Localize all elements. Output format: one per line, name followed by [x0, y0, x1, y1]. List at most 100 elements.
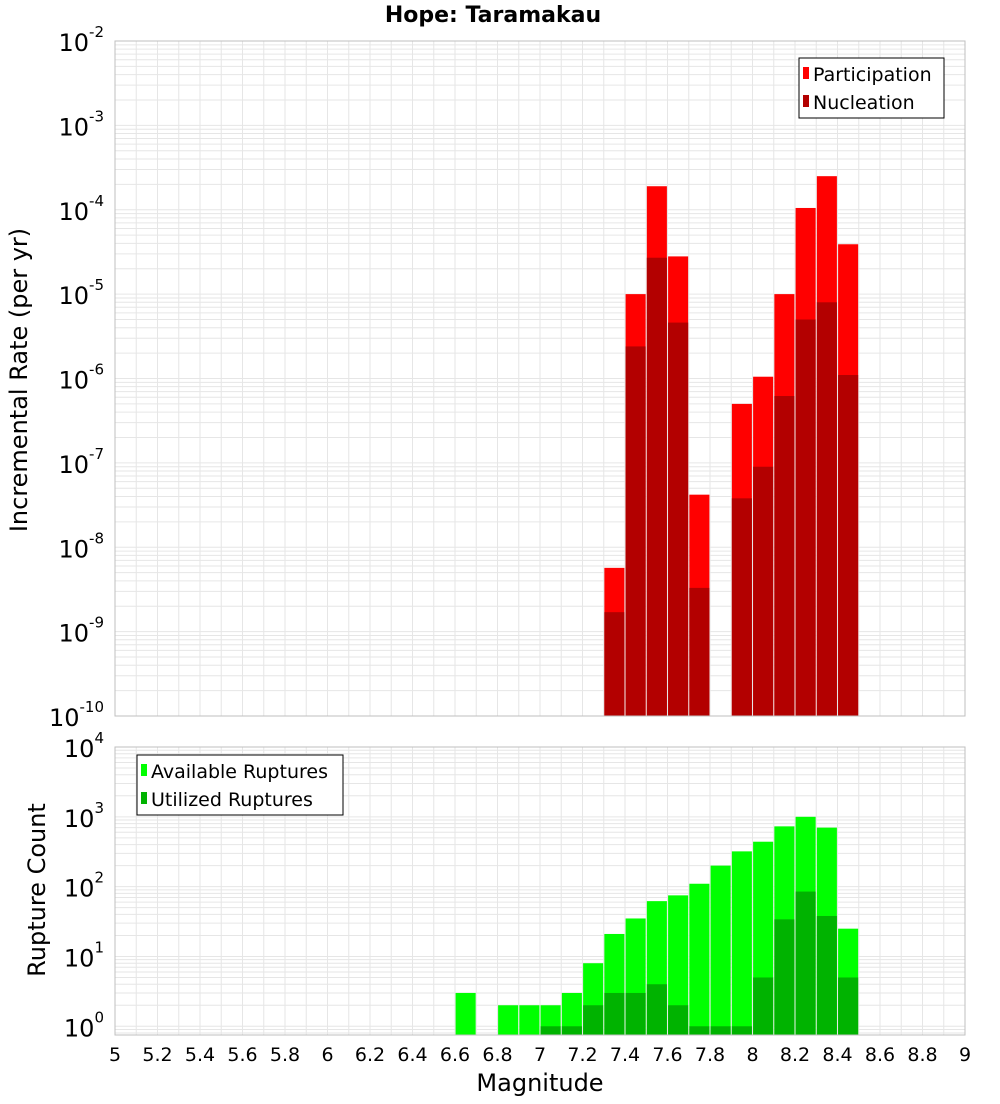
nucleation-bar: [753, 466, 774, 716]
y-tick-label: 10-6: [58, 361, 104, 395]
y-tick-base: 10: [64, 735, 95, 763]
x-tick-label: 6: [321, 1044, 333, 1066]
y-tick-label: 10-10: [49, 698, 104, 732]
utilized-ruptures-bar: [731, 1026, 752, 1035]
bottom-y-axis-label: Rupture Count: [23, 803, 51, 977]
plot-frame: [114, 40, 966, 717]
x-tick-label: 7: [534, 1044, 546, 1066]
y-tick-exponent: -10: [80, 698, 105, 716]
utilized-ruptures-bar: [646, 984, 667, 1035]
y-tick-label: 100: [64, 1008, 104, 1042]
y-tick-base: 10: [49, 704, 80, 732]
utilized-ruptures-bar: [753, 977, 774, 1035]
nucleation-bar: [838, 375, 859, 716]
y-tick-exponent: -6: [89, 361, 104, 379]
nucleation-bar: [668, 322, 689, 716]
x-tick-label: 5.4: [185, 1044, 215, 1066]
y-tick-base: 10: [58, 535, 89, 563]
utilized-ruptures-bar: [795, 891, 816, 1035]
utilized-ruptures-bar: [668, 1005, 689, 1035]
available-ruptures-bar: [498, 1005, 519, 1035]
y-tick-exponent: 1: [94, 938, 104, 956]
plot-frame: [114, 746, 966, 1036]
x-tick-label: 8.8: [907, 1044, 937, 1066]
x-tick-label: 8: [746, 1044, 758, 1066]
available-ruptures-bar: [668, 895, 689, 1035]
legend-top-label: Nucleation: [813, 92, 915, 114]
y-tick-base: 10: [64, 1014, 95, 1042]
top-plot-area: 10-1010-910-810-710-610-510-410-310-2Par…: [49, 23, 966, 732]
x-tick-label: 5: [109, 1044, 121, 1066]
y-tick-exponent: -5: [89, 276, 104, 294]
y-tick-base: 10: [58, 198, 89, 226]
nucleation-bar: [731, 498, 752, 716]
y-tick-exponent: -8: [89, 529, 104, 547]
legend-top-swatch: [803, 95, 809, 107]
legend-bottom-label: Utilized Ruptures: [151, 789, 313, 811]
x-tick-label: 6.8: [482, 1044, 512, 1066]
x-axis-label: Magnitude: [476, 1069, 603, 1097]
legend-top-label: Participation: [813, 64, 932, 86]
y-tick-exponent: -2: [89, 23, 104, 41]
y-tick-label: 10-2: [58, 23, 104, 57]
legend-bottom-swatch: [141, 792, 147, 804]
y-tick-exponent: 3: [94, 799, 104, 817]
nucleation-bar: [816, 302, 837, 716]
y-tick-exponent: -3: [89, 107, 104, 125]
y-tick-label: 10-5: [58, 276, 104, 310]
x-tick-label: 8.2: [780, 1044, 810, 1066]
x-tick-label: 7.4: [610, 1044, 640, 1066]
y-tick-exponent: -9: [89, 614, 104, 632]
y-tick-exponent: -4: [89, 192, 104, 210]
x-tick-label: 7.6: [652, 1044, 682, 1066]
available-ruptures-bar: [731, 851, 752, 1035]
utilized-ruptures-bar: [583, 1005, 604, 1035]
legend-top-swatch: [803, 67, 809, 79]
y-tick-label: 10-9: [58, 614, 104, 648]
top-y-axis-label: Incremental Rate (per yr): [5, 228, 33, 532]
nucleation-bar: [604, 612, 625, 716]
utilized-ruptures-bar: [774, 919, 795, 1035]
y-tick-base: 10: [58, 282, 89, 310]
x-tick-label: 8.4: [822, 1044, 852, 1066]
available-ruptures-bar: [710, 865, 731, 1035]
y-tick-label: 101: [64, 938, 104, 972]
x-tick-label: 5.2: [142, 1044, 172, 1066]
nucleation-bar: [625, 346, 646, 716]
legend-bottom-label: Available Ruptures: [151, 761, 328, 783]
nucleation-bar: [795, 319, 816, 716]
y-tick-label: 10-4: [58, 192, 104, 226]
y-tick-label: 103: [64, 799, 104, 833]
utilized-ruptures-bar: [604, 992, 625, 1035]
y-tick-exponent: 2: [94, 869, 104, 887]
y-tick-base: 10: [58, 620, 89, 648]
utilized-ruptures-bar: [710, 1026, 731, 1035]
y-tick-exponent: 4: [94, 729, 104, 747]
y-tick-exponent: 0: [94, 1008, 104, 1026]
utilized-ruptures-bar: [838, 977, 859, 1035]
available-ruptures-bar: [519, 1005, 540, 1035]
y-tick-exponent: -7: [89, 445, 104, 463]
y-tick-base: 10: [64, 875, 95, 903]
x-tick-label: 9: [959, 1044, 971, 1066]
available-ruptures-bar: [455, 992, 476, 1035]
x-tick-label: 5.6: [227, 1044, 257, 1066]
utilized-ruptures-bar: [625, 992, 646, 1035]
available-ruptures-bar: [689, 883, 710, 1035]
legend-bottom-swatch: [141, 764, 147, 776]
nucleation-bar: [774, 396, 795, 716]
x-tick-label: 6.2: [355, 1044, 385, 1066]
y-tick-label: 10-3: [58, 107, 104, 141]
y-tick-label: 10-7: [58, 445, 104, 479]
legend-top-box: [798, 57, 945, 119]
y-tick-base: 10: [64, 805, 95, 833]
x-tick-label: 7.2: [567, 1044, 597, 1066]
nucleation-bar: [646, 257, 667, 716]
y-tick-base: 10: [58, 367, 89, 395]
utilized-ruptures-bar: [689, 1026, 710, 1035]
x-tick-label: 8.6: [865, 1044, 895, 1066]
utilized-ruptures-bar: [540, 1026, 561, 1035]
